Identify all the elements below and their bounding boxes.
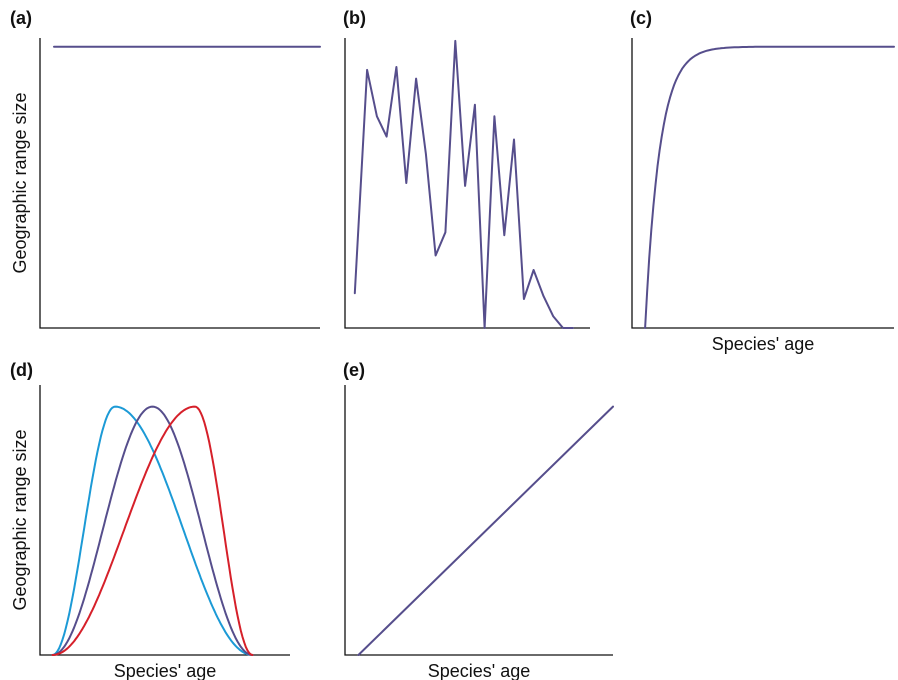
panel-label-a: (a): [10, 8, 32, 28]
chart-panel-c: (c) Species' age: [630, 8, 895, 354]
x-axis-title-c: Species' age: [712, 334, 815, 354]
panel-label-d: (d): [10, 360, 33, 380]
axes-c: [631, 38, 894, 329]
chart-panel-a: (a) Geographic range size: [10, 8, 321, 329]
series-line-b-purple: [353, 39, 574, 329]
axes-a: [39, 38, 320, 329]
series-line-c-purple: [644, 45, 895, 329]
chart-panel-b: (b): [343, 8, 590, 329]
axes-d: [39, 385, 290, 656]
panel-label-c: (c): [630, 8, 652, 28]
series-line-d-purple: [51, 405, 254, 656]
panel-label-e: (e): [343, 360, 365, 380]
x-axis-title-d: Species' age: [114, 661, 217, 680]
series-line-e-purple: [357, 405, 614, 656]
axes-e: [344, 385, 613, 656]
series-line-d-red: [51, 405, 254, 656]
chart-panel-e: (e) Species' age: [343, 360, 614, 680]
axes-b: [344, 38, 590, 329]
chart-panel-d: (d) Species' age Geographic range size: [10, 360, 290, 680]
y-axis-title-d: Geographic range size: [10, 429, 30, 610]
y-axis-title-a: Geographic range size: [10, 92, 30, 273]
panel-label-b: (b): [343, 8, 366, 28]
x-axis-title-e: Species' age: [428, 661, 531, 680]
series-line-d-blue: [51, 405, 254, 656]
